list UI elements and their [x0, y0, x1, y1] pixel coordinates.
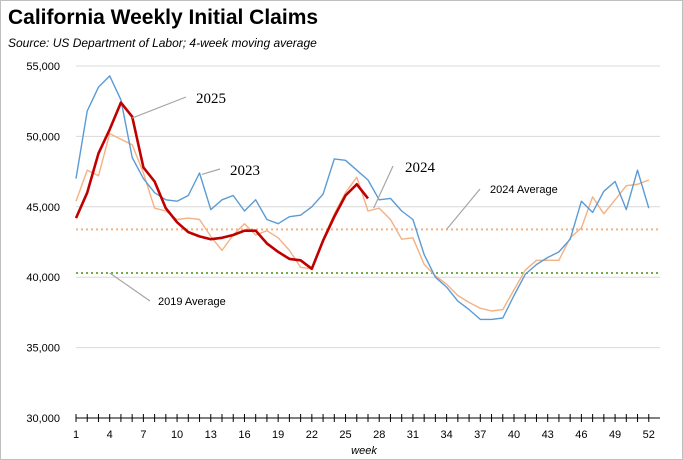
- x-tick-label-7: 22: [306, 429, 318, 441]
- chart-subtitle: Source: US Department of Labor; 4-week m…: [8, 36, 317, 50]
- x-tick-labels: 1 4 7 10 13 16 19 22 25 28 31 34 37 40 43 46 49 52: [73, 429, 655, 441]
- x-tick-label-12: 37: [474, 429, 486, 441]
- x-axis: [75, 414, 660, 422]
- x-tick-label-3: 10: [171, 429, 183, 441]
- gridlines: [76, 65, 660, 349]
- series-lines: [74, 75, 650, 321]
- x-tick-label-6: 19: [272, 429, 284, 441]
- y-tick-label-0: 30,000: [26, 413, 60, 425]
- leader-line-2024: [373, 165, 394, 209]
- annotation-2024-average: 2024 Average: [490, 184, 558, 196]
- x-tick-label-14: 43: [542, 429, 554, 441]
- annotation-2023: 2023: [230, 163, 260, 179]
- x-tick-label-17: 52: [643, 429, 655, 441]
- x-tick-label-13: 40: [508, 429, 520, 441]
- y-tick-label-3: 45,000: [26, 202, 60, 214]
- x-tick-label-4: 13: [205, 429, 217, 441]
- series-line-2025: [74, 101, 370, 271]
- leader-line-2025: [131, 96, 187, 119]
- x-axis-label: week: [351, 445, 377, 457]
- annotation-2019-average: 2019 Average: [158, 296, 226, 308]
- y-tick-label-5: 55,000: [26, 61, 60, 73]
- leader-line-2024-average: [446, 188, 481, 230]
- x-tick-label-16: 49: [609, 429, 621, 441]
- annotations: 2025 2023 2024 2024 Average 2019 Average: [109, 91, 558, 308]
- leader-line-2019-average: [109, 272, 151, 302]
- x-tick-label-0: 1: [73, 429, 79, 441]
- y-tick-labels: 30,000 35,000 40,000 45,000 50,000 55,000: [26, 61, 60, 425]
- y-tick-label-2: 40,000: [26, 272, 60, 284]
- y-tick-label-1: 35,000: [26, 343, 60, 355]
- x-tick-label-11: 34: [440, 429, 452, 441]
- x-tick-label-5: 16: [238, 429, 250, 441]
- x-tick-label-8: 25: [339, 429, 351, 441]
- annotation-2024: 2024: [405, 160, 436, 176]
- x-tick-label-2: 7: [140, 429, 146, 441]
- series-line-2024: [75, 132, 650, 312]
- x-tick-label-1: 4: [107, 429, 113, 441]
- annotation-2025: 2025: [196, 91, 226, 107]
- x-tick-label-9: 28: [373, 429, 385, 441]
- leader-line-2023: [201, 168, 221, 175]
- y-tick-label-4: 50,000: [26, 131, 60, 143]
- reference-lines: [76, 228, 660, 274]
- series-line-2023: [75, 75, 650, 321]
- x-tick-label-10: 31: [407, 429, 419, 441]
- chart-title: California Weekly Initial Claims: [8, 6, 319, 29]
- x-tick-label-15: 46: [575, 429, 587, 441]
